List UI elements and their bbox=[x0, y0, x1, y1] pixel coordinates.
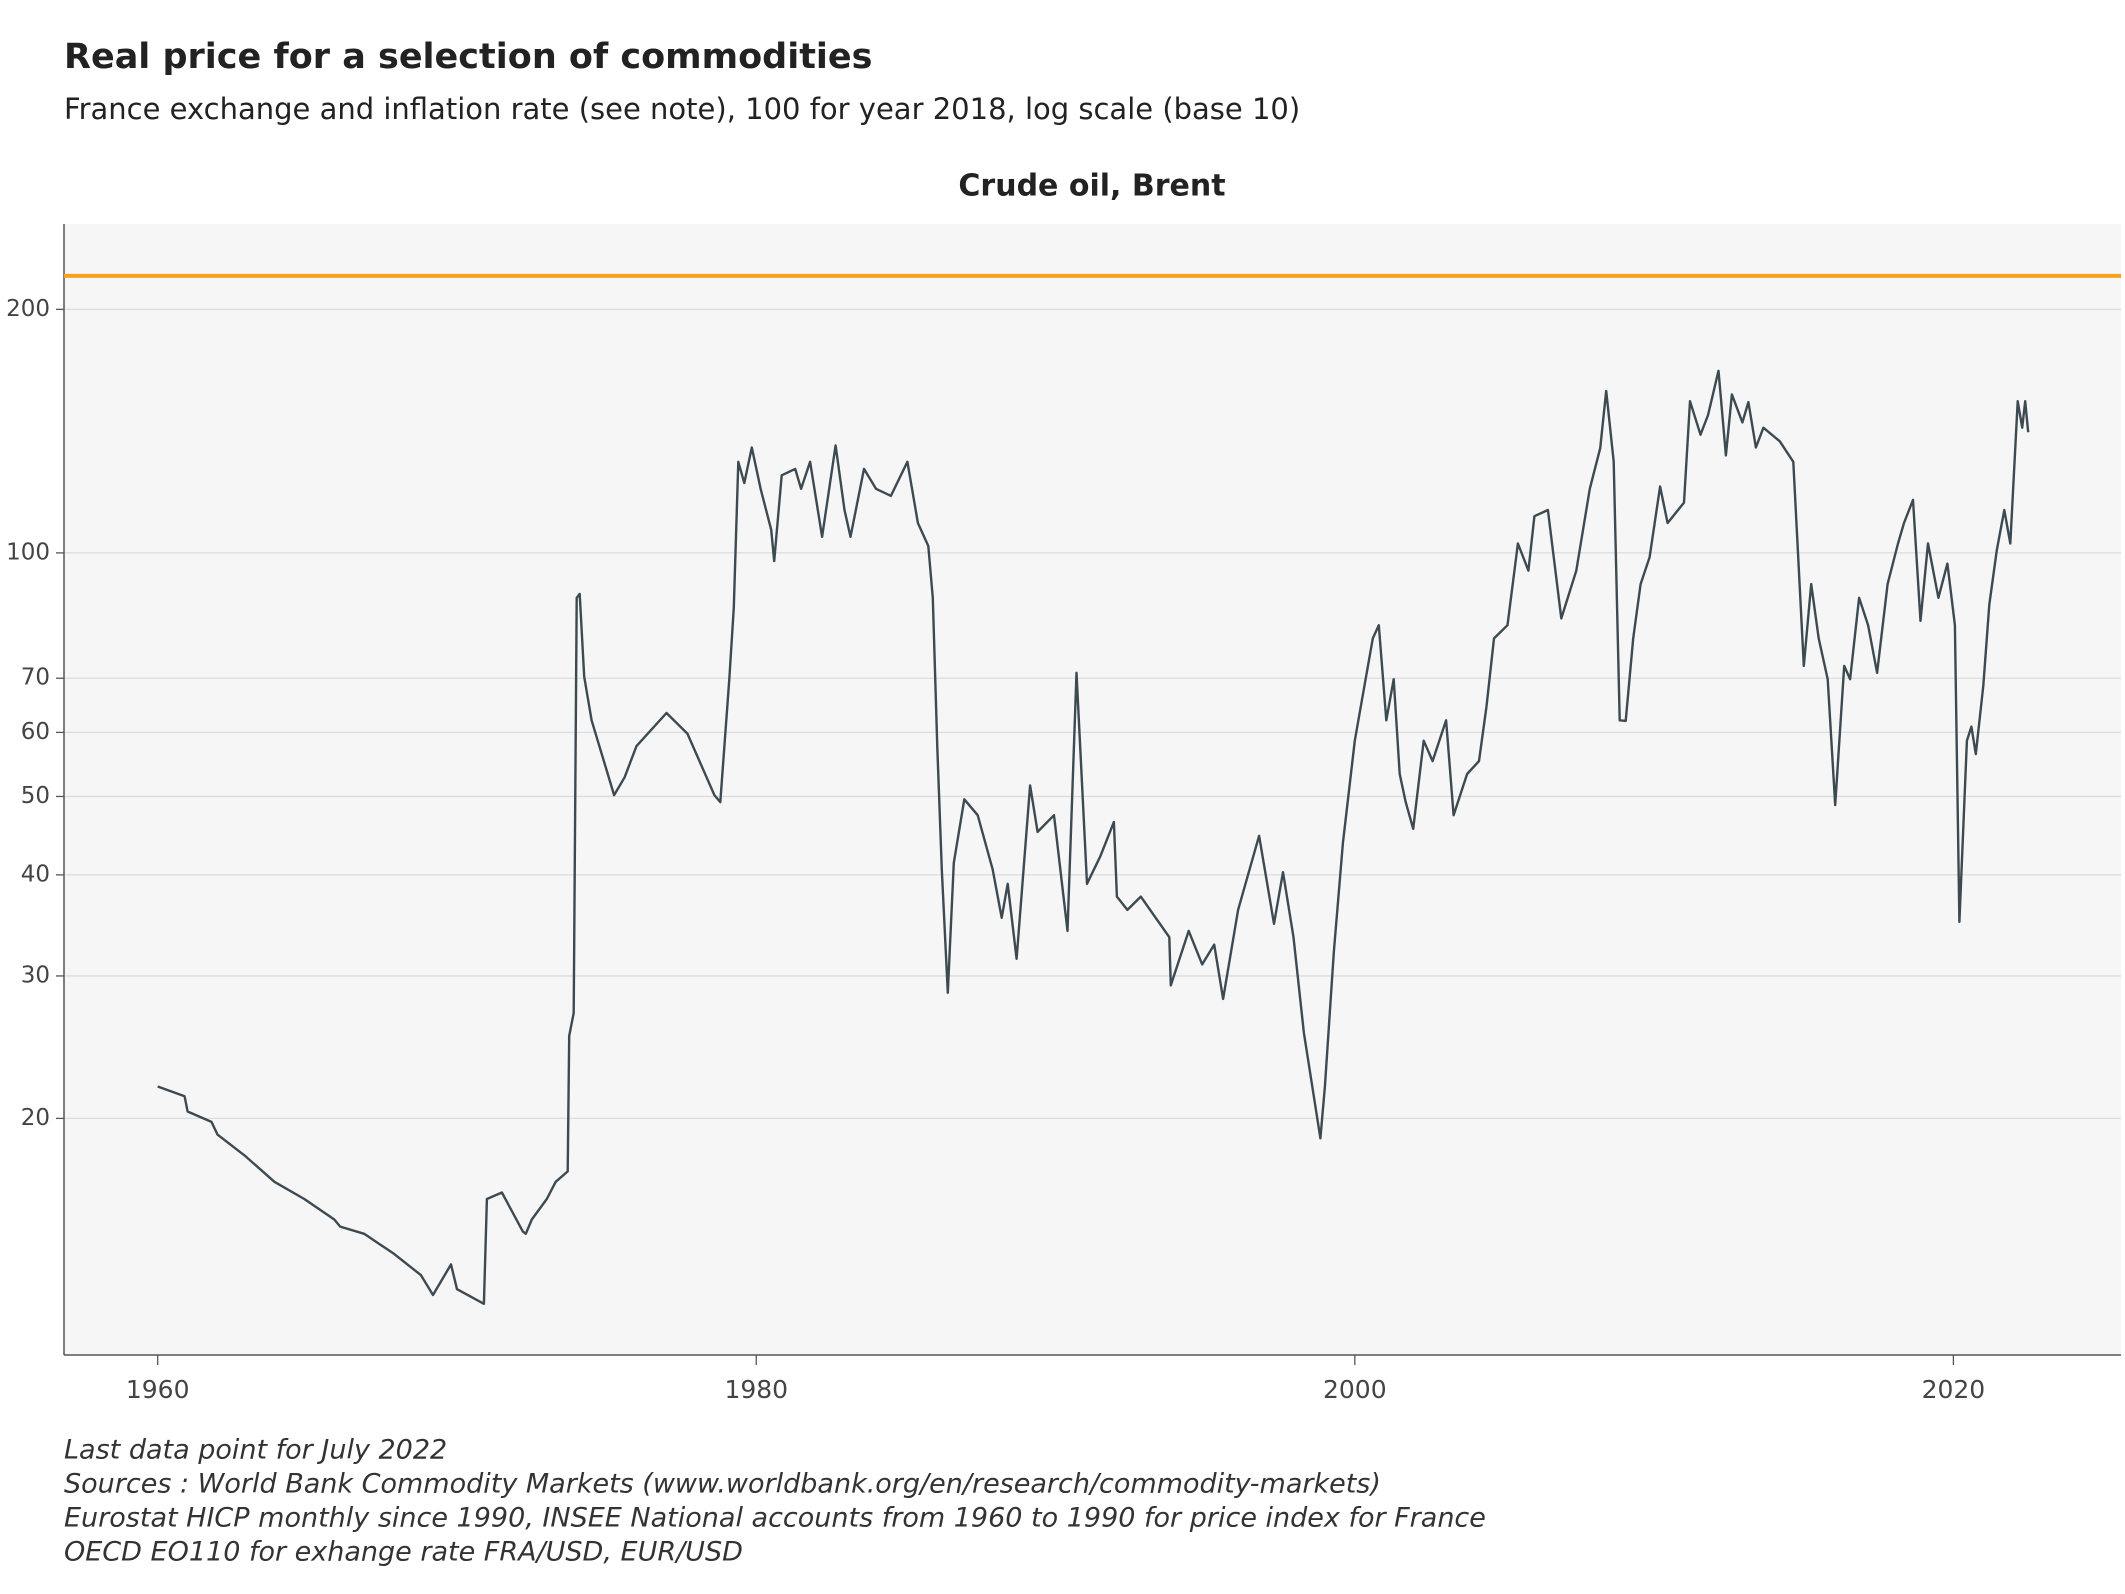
footnote: Sources : World Bank Commodity Markets (… bbox=[64, 1469, 1381, 1500]
footnote: Eurostat HICP monthly since 1990, INSEE … bbox=[64, 1503, 1486, 1534]
y-tick-label: 50 bbox=[21, 783, 50, 809]
panel-title: Crude oil, Brent bbox=[958, 169, 1225, 204]
chart-title: Real price for a selection of commoditie… bbox=[64, 37, 873, 77]
x-tick-label: 2020 bbox=[1922, 1375, 1986, 1404]
x-tick-label: 1980 bbox=[724, 1375, 788, 1404]
x-tick-label: 2000 bbox=[1323, 1375, 1387, 1404]
y-tick-label: 40 bbox=[21, 861, 50, 887]
y-tick-label: 20 bbox=[21, 1105, 50, 1131]
price-line bbox=[157, 369, 2030, 1305]
y-tick-label: 30 bbox=[21, 962, 50, 988]
y-tick-label: 60 bbox=[21, 719, 50, 745]
y-tick-label: 70 bbox=[21, 665, 50, 691]
chart-subtitle: France exchange and inflation rate (see … bbox=[64, 92, 1300, 126]
y-tick-label: 100 bbox=[6, 539, 50, 565]
footnote: Last data point for July 2022 bbox=[64, 1435, 447, 1466]
footnote: OECD EO110 for exhange rate FRA/USD, EUR… bbox=[64, 1537, 743, 1568]
x-tick-label: 1960 bbox=[126, 1375, 190, 1404]
plot-background bbox=[64, 224, 2121, 1355]
y-tick-label: 200 bbox=[6, 296, 50, 322]
